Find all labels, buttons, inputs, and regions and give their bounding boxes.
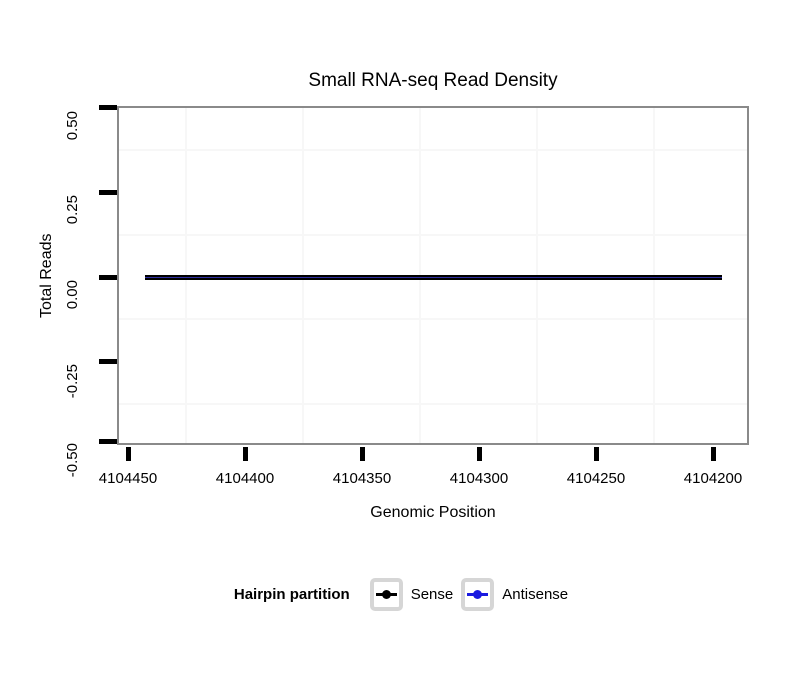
legend-item-label: Sense bbox=[410, 585, 454, 603]
y-axis-tick bbox=[99, 105, 117, 110]
y-axis-tick bbox=[99, 190, 117, 195]
x-axis-tick bbox=[126, 447, 131, 461]
minor-gridline-horizontal bbox=[119, 234, 747, 236]
y-axis-tick bbox=[99, 439, 117, 444]
x-tick-label: 4104250 bbox=[566, 470, 626, 487]
y-tick-label: 0.25 bbox=[64, 195, 81, 225]
minor-gridline-horizontal bbox=[119, 149, 747, 151]
legend-title: Hairpin partition bbox=[233, 585, 350, 603]
x-tick-label: 4104450 bbox=[98, 470, 158, 487]
x-tick-label: 4104350 bbox=[332, 470, 392, 487]
chart-title: Small RNA-seq Read Density bbox=[308, 70, 558, 91]
read-density-zero-line bbox=[145, 275, 722, 280]
x-axis-tick bbox=[594, 447, 599, 461]
x-axis-tick bbox=[477, 447, 482, 461]
legend-key-box bbox=[369, 577, 403, 611]
y-axis-title: Total Reads bbox=[38, 233, 55, 318]
minor-gridline-horizontal bbox=[119, 318, 747, 320]
y-tick-label: -0.25 bbox=[64, 364, 81, 399]
x-axis-title: Genomic Position bbox=[370, 504, 496, 521]
plot-panel bbox=[117, 106, 749, 445]
x-axis-tick bbox=[360, 447, 365, 461]
y-axis-tick bbox=[99, 275, 117, 280]
legend-item-antisense: Antisense bbox=[461, 577, 569, 611]
y-tick-label: 0.00 bbox=[64, 280, 81, 310]
antisense-line-icon bbox=[467, 589, 489, 600]
x-axis-tick bbox=[711, 447, 716, 461]
x-tick-label: 4104400 bbox=[215, 470, 275, 487]
x-tick-label: 4104200 bbox=[683, 470, 743, 487]
sense-point-dot bbox=[381, 589, 391, 599]
minor-gridline-horizontal bbox=[119, 403, 747, 405]
x-axis-tick bbox=[243, 447, 248, 461]
sense-line-icon bbox=[375, 589, 397, 600]
legend-key-box bbox=[461, 577, 495, 611]
y-axis-tick bbox=[99, 359, 117, 364]
legend: Hairpin partition Sense Antisense bbox=[0, 574, 810, 614]
antisense-line-overlap bbox=[145, 276, 722, 279]
antisense-point-dot bbox=[473, 589, 483, 599]
y-tick-label: 0.50 bbox=[64, 111, 81, 141]
y-tick-label: -0.50 bbox=[64, 443, 81, 478]
legend-item-sense: Sense bbox=[369, 577, 454, 611]
legend-item-label: Antisense bbox=[502, 585, 569, 603]
x-tick-label: 4104300 bbox=[449, 470, 509, 487]
